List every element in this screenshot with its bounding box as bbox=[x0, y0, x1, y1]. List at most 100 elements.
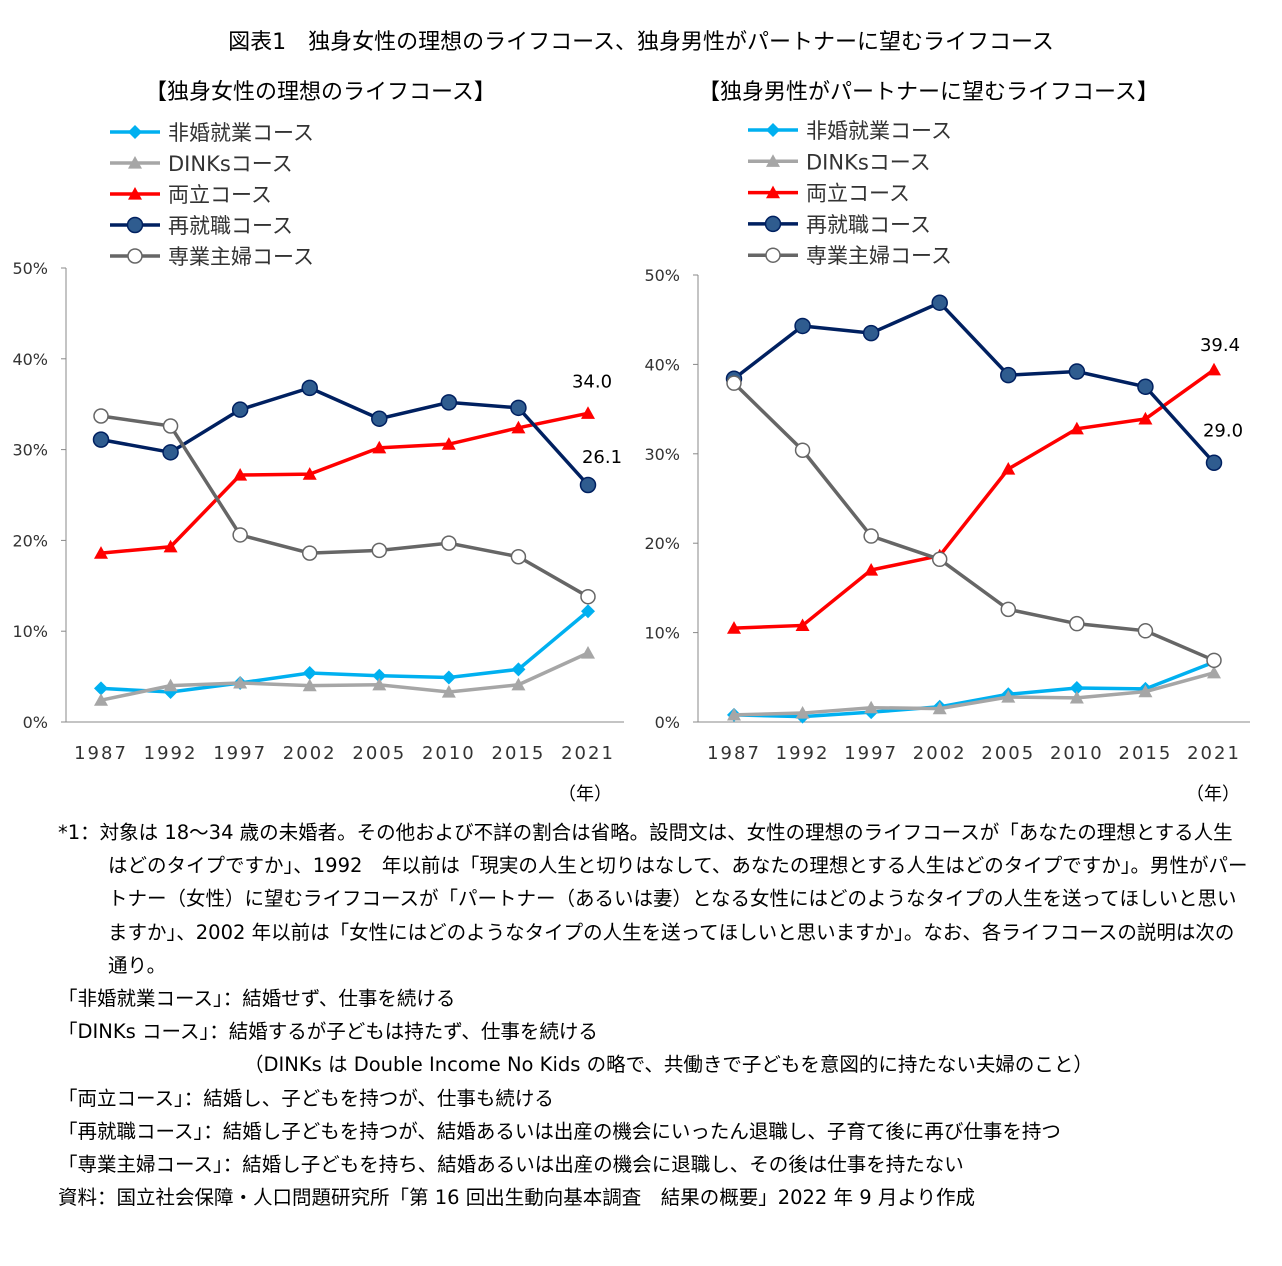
x-tick-label: 1992 bbox=[776, 743, 830, 764]
triangle-marker bbox=[94, 693, 108, 706]
triangle-marker bbox=[233, 675, 248, 689]
series-line bbox=[733, 660, 1215, 719]
note-sengyo: 「専業主婦コース」：結婚し子どもを持ち、結婚あるいは出産の機会に退職し、その後は… bbox=[58, 1153, 964, 1177]
series-line bbox=[733, 368, 1216, 630]
series-line bbox=[100, 609, 590, 694]
diamond-marker bbox=[511, 662, 526, 677]
data-label: 26.1 bbox=[582, 447, 622, 468]
triangle-marker bbox=[302, 678, 317, 692]
right-chart-title: 【独身男性がパートナーに望むライフコース】 bbox=[698, 80, 1159, 105]
x-axis-label: （年） bbox=[1186, 784, 1240, 805]
y-tick-label: 40% bbox=[12, 350, 48, 369]
note-dinks: 「DINKs コース」：結婚するが子どもは持たず、仕事を続ける bbox=[58, 1020, 598, 1044]
circle-marker bbox=[1137, 378, 1154, 395]
legend-item: 非婚就業コース bbox=[748, 119, 952, 143]
triangle-marker bbox=[795, 618, 810, 632]
open-circle-marker bbox=[441, 535, 457, 551]
open-circle-marker bbox=[232, 527, 248, 543]
triangle-marker bbox=[94, 546, 108, 559]
legend-item: DINKsコース bbox=[110, 152, 293, 176]
x-tick-label: 2010 bbox=[1050, 743, 1104, 764]
series-3 bbox=[92, 379, 597, 494]
x-tick-label: 2002 bbox=[283, 743, 337, 764]
series-line bbox=[732, 381, 1215, 662]
legend-item: 専業主婦コース bbox=[748, 244, 952, 268]
open-circle-marker bbox=[162, 418, 179, 434]
note-saishushoku: 「再就職コース」：結婚し子どもを持つが、結婚あるいは出産の機会にいったん退職し、… bbox=[58, 1119, 1061, 1143]
triangle-marker bbox=[372, 440, 387, 454]
diamond-marker bbox=[372, 668, 387, 683]
triangle-marker bbox=[163, 678, 178, 692]
x-tick-label: 2002 bbox=[913, 743, 967, 764]
open-circle-marker bbox=[1000, 601, 1017, 618]
open-circle-marker bbox=[93, 408, 109, 424]
circle-marker bbox=[1205, 454, 1223, 471]
circle-marker bbox=[92, 431, 110, 448]
legend-item: 非婚就業コース bbox=[110, 121, 314, 145]
y-tick-label: 30% bbox=[644, 445, 680, 464]
y-tick-label: 0% bbox=[655, 713, 680, 732]
y-tick-label: 50% bbox=[644, 266, 680, 285]
x-tick-label: 2005 bbox=[352, 743, 406, 764]
data-label: 39.4 bbox=[1200, 335, 1240, 356]
x-tick-label: 1987 bbox=[707, 743, 761, 764]
triangle-marker bbox=[727, 621, 741, 634]
note-source: 資料：国立社会保障・人口問題研究所「第 16 回出生動向基本調査 結果の概要」2… bbox=[58, 1186, 975, 1210]
left-chart: 0% 10% 20% 30% 40% 50% 1987 1992 1997 2002 2005 201… bbox=[12, 121, 624, 805]
triangle-marker bbox=[1207, 362, 1221, 376]
legend-label: 再就職コース bbox=[806, 213, 931, 237]
open-circle-marker bbox=[301, 545, 318, 561]
open-circle-marker bbox=[580, 588, 596, 605]
triangle-marker bbox=[864, 563, 879, 576]
series-4 bbox=[93, 408, 596, 605]
y-tick-label: 30% bbox=[12, 441, 48, 460]
triangle-marker bbox=[128, 156, 142, 169]
triangle-marker bbox=[441, 685, 456, 698]
open-circle-marker bbox=[371, 542, 388, 559]
y-tick-label: 20% bbox=[644, 534, 680, 553]
legend-label: 両立コース bbox=[806, 182, 910, 206]
circle-marker bbox=[371, 410, 388, 427]
series-line bbox=[100, 651, 589, 702]
x-tick-label: 1997 bbox=[844, 743, 898, 764]
diamond-marker bbox=[441, 670, 456, 685]
open-circle-marker bbox=[1137, 623, 1154, 639]
legend-label: DINKsコース bbox=[168, 152, 293, 176]
triangle-marker bbox=[727, 707, 741, 721]
series-line bbox=[733, 671, 1215, 717]
series-4 bbox=[726, 375, 1222, 669]
legend-item: 専業主婦コース bbox=[110, 245, 314, 269]
diamond-marker bbox=[1069, 681, 1084, 696]
triangle-marker bbox=[128, 187, 142, 200]
triangle-marker bbox=[511, 677, 526, 691]
legend-item: 両立コース bbox=[748, 182, 910, 206]
triangle-marker bbox=[1207, 665, 1221, 679]
open-circle-marker bbox=[726, 375, 742, 391]
x-tick-label: 1987 bbox=[74, 743, 128, 764]
legend-item: DINKsコース bbox=[748, 150, 931, 174]
circle-marker bbox=[794, 317, 811, 335]
left-chart-title: 【独身女性の理想のライフコース】 bbox=[145, 80, 496, 105]
x-tick-label: 2021 bbox=[1187, 743, 1241, 764]
triangle-marker bbox=[1001, 689, 1016, 703]
legend-label: DINKsコース bbox=[806, 150, 931, 174]
note-ryoritsu: 「両立コース」：結婚し、子どもを持つが、仕事も続ける bbox=[58, 1086, 554, 1110]
diamond-marker bbox=[302, 665, 317, 680]
y-tick-label: 40% bbox=[644, 355, 680, 374]
right-chart: 0% 10% 20% 30% 40% 50% 1987 1992 1997 2002 2005 201… bbox=[644, 119, 1250, 805]
triangle-marker bbox=[302, 467, 317, 480]
circle-marker bbox=[931, 294, 948, 311]
circle-marker bbox=[764, 215, 782, 233]
data-label: 34.0 bbox=[572, 371, 612, 392]
circle-marker bbox=[440, 394, 458, 411]
legend-label: 両立コース bbox=[168, 183, 272, 207]
open-circle-marker bbox=[863, 528, 879, 544]
x-tick-label: 2015 bbox=[492, 743, 546, 764]
triangle-marker bbox=[1069, 690, 1084, 704]
triangle-marker bbox=[795, 706, 810, 719]
circle-marker bbox=[126, 216, 144, 234]
legend-item: 再就職コース bbox=[110, 214, 293, 238]
y-tick-label: 0% bbox=[23, 713, 48, 732]
triangle-marker bbox=[766, 185, 780, 199]
legend-label: 専業主婦コース bbox=[806, 244, 952, 268]
